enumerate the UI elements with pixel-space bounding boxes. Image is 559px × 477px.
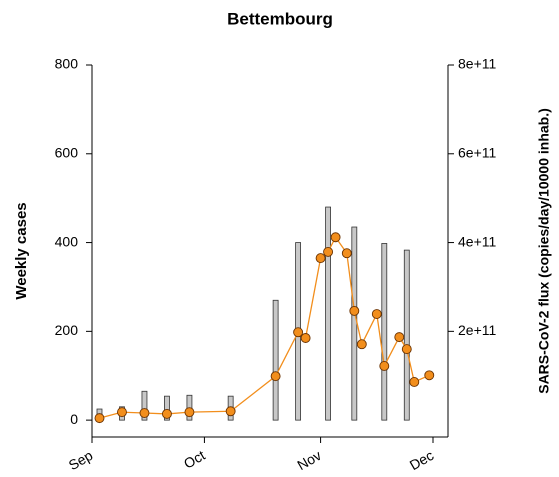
flux-point	[349, 305, 360, 316]
flux-point	[161, 408, 172, 419]
bar	[351, 226, 358, 421]
flux-point	[379, 361, 390, 371]
flux-point	[409, 377, 420, 387]
y-tick-label: 400	[55, 233, 79, 249]
bar	[141, 390, 148, 421]
flux-point	[293, 327, 304, 338]
flux-point	[184, 407, 195, 418]
bar	[381, 243, 388, 421]
flux-point	[300, 333, 311, 343]
flux-point	[117, 407, 127, 418]
bar	[403, 249, 410, 421]
bar	[325, 206, 331, 421]
y-tick-label: 600	[55, 144, 79, 160]
y2-tick-label: 4e+11	[458, 233, 496, 249]
flux-point	[315, 253, 326, 264]
flux-point	[323, 246, 334, 257]
flux-point	[371, 309, 382, 319]
x-tick-label: Nov	[294, 447, 324, 473]
bar	[164, 395, 170, 421]
flux-point	[341, 248, 352, 259]
flux-point	[356, 339, 367, 350]
y-tick-label: 800	[55, 56, 79, 72]
y2-axis-label: SARS-CoV-2 flux (copies/day/10000 inhab.…	[536, 108, 552, 394]
y-axis-label: Weekly cases	[13, 202, 30, 299]
flux-point	[330, 232, 341, 243]
bar	[272, 299, 279, 421]
y2-tick-label: 6e+11	[458, 144, 496, 160]
y2-tick-label: 2e+11	[458, 322, 496, 338]
x-tick-label: Sep	[66, 447, 96, 473]
flux-line	[99, 235, 430, 419]
flux-point	[94, 413, 105, 424]
flux-point	[225, 406, 236, 417]
flux-point	[424, 370, 435, 381]
y-tick-label: 200	[55, 322, 79, 338]
flux-point	[401, 344, 412, 355]
x-tick-label: Oct	[181, 447, 208, 472]
y2-tick-label: 8e+11	[458, 56, 496, 72]
chart-title: Bettembourg	[227, 9, 333, 28]
y-tick-label: 0	[70, 411, 78, 427]
x-tick-label: Dec	[407, 447, 437, 473]
flux-point	[270, 371, 281, 382]
flux-point	[139, 408, 150, 418]
flux-point	[394, 332, 405, 343]
